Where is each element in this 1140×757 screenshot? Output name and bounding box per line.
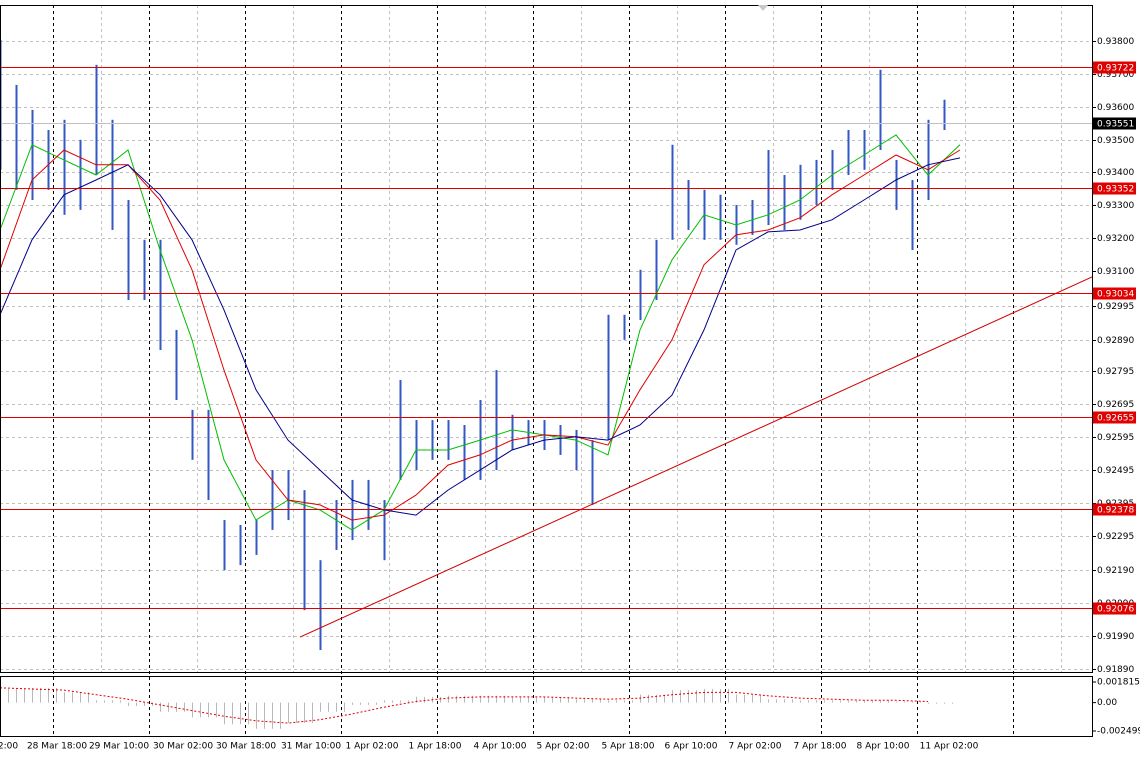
y-tick-label: 0.92595 [1097, 433, 1134, 443]
osc-y-tick-label: -0.002499 [1097, 727, 1140, 737]
x-tick-label: 31 Mar 10:00 [281, 742, 341, 752]
x-tick-label: 30 Mar 02:00 [153, 742, 213, 752]
level-label-box [1093, 411, 1136, 424]
x-tick-label: 29 Mar 10:00 [89, 742, 149, 752]
moving-average [0, 149, 961, 521]
y-tick-label: 0.92890 [1097, 336, 1134, 346]
x-tick-label: 1 Apr 02:00 [346, 742, 399, 752]
level-label-box [1093, 602, 1136, 615]
y-tick-label: 0.92695 [1097, 400, 1134, 410]
grid [0, 5, 1092, 736]
x-tick-label: 5 Apr 02:00 [537, 742, 590, 752]
current-price-box [1093, 117, 1136, 130]
x-tick-label: 5 Apr 18:00 [602, 742, 655, 752]
y-tick-label: 0.93500 [1097, 136, 1134, 146]
y-tick-label: 0.92795 [1097, 367, 1134, 377]
level-label: 0.92378 [1097, 506, 1134, 516]
y-tick-label: 0.93700 [1097, 70, 1134, 80]
level-label-box [1093, 503, 1136, 516]
x-tick-label: 4 Apr 10:00 [474, 742, 527, 752]
y-tick-label: 0.92295 [1097, 532, 1134, 542]
x-tick-label: 28 Mar 18:00 [27, 742, 87, 752]
x-tick-label: 7 Apr 18:00 [794, 742, 847, 752]
y-tick-label: 0.92495 [1097, 466, 1134, 476]
x-tick-label: 7 Apr 02:00 [729, 742, 782, 752]
x-tick-label: 6 Apr 10:00 [665, 742, 718, 752]
y-tick-label: 0.91990 [1097, 632, 1134, 642]
x-tick-label: 1 Apr 18:00 [409, 742, 462, 752]
moving-average [0, 157, 961, 516]
y-tick-label: 0.93100 [1097, 267, 1134, 277]
y-tick-label: 0.93400 [1097, 168, 1134, 178]
x-tick-label: 11 Apr 02:00 [920, 742, 979, 752]
level-label-box [1093, 61, 1136, 74]
signal-line [0, 687, 929, 724]
price-panel [0, 39, 1092, 650]
level-label: 0.92655 [1097, 414, 1134, 424]
y-tick-label: 0.92995 [1097, 302, 1134, 312]
oscillator-frame [0, 676, 1093, 737]
shift-marker [758, 5, 768, 11]
level-label: 0.93352 [1097, 185, 1134, 195]
y-tick-label: 0.91890 [1097, 665, 1134, 675]
osc-y-tick-label: 0.001815 [1097, 678, 1140, 688]
level-label: 0.93034 [1097, 290, 1134, 300]
current-price-label: 0.93551 [1097, 120, 1134, 130]
level-label-box [1093, 182, 1136, 195]
level-label-box [1093, 287, 1136, 300]
axes: 0.93800 0.93700 0.93600 0.93500 0.93400 0.933… [0, 37, 1140, 752]
x-tick-label: 30 Mar 18:00 [216, 742, 276, 752]
y-tick-label: 0.93300 [1097, 201, 1134, 211]
oscillator-panel [0, 687, 953, 729]
y-tick-label: 0.93200 [1097, 234, 1134, 244]
price-frame [0, 5, 1093, 673]
trendline [299, 276, 1092, 638]
level-label: 0.92076 [1097, 605, 1134, 615]
x-tick-label: 8 Apr 10:00 [857, 742, 910, 752]
y-tick-label: 0.93800 [1097, 37, 1134, 47]
level-label: 0.93722 [1097, 64, 1134, 74]
y-tick-label: 0.93600 [1097, 103, 1134, 113]
moving-average [0, 134, 961, 531]
y-tick-label: 0.92190 [1097, 566, 1134, 576]
osc-y-tick-label: 0.00 [1097, 698, 1117, 708]
x-tick-label: 2:00 [0, 742, 18, 752]
